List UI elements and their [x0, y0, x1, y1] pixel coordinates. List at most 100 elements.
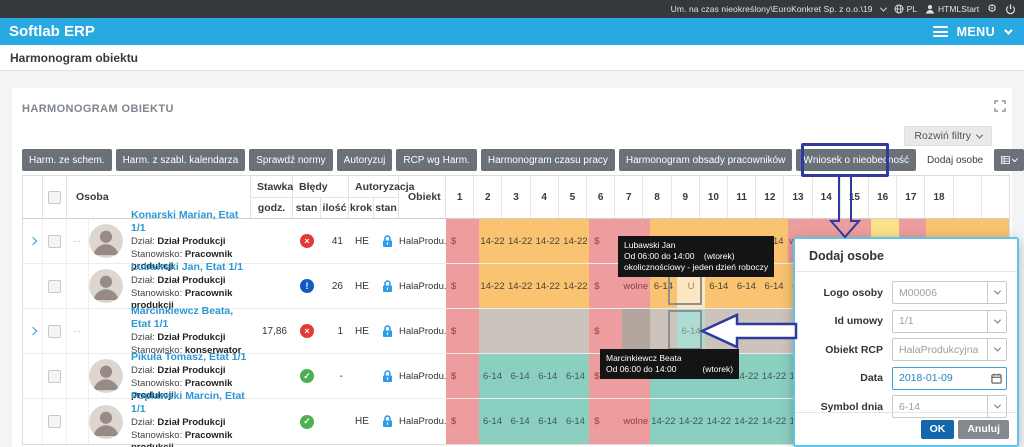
- toolbar-button-harmonogram-czasu-pracy[interactable]: Harmonogram czasu pracy: [480, 149, 615, 171]
- day-cell-6[interactable]: $: [589, 399, 622, 444]
- day-cell-6[interactable]: $: [589, 309, 622, 353]
- day-cell-6[interactable]: $: [589, 219, 622, 263]
- day-header-12: 12: [756, 176, 785, 218]
- dropdown-chevron-icon[interactable]: [987, 339, 1006, 360]
- select-all-checkbox[interactable]: [48, 190, 61, 204]
- day-cell-1[interactable]: $: [446, 309, 479, 353]
- row-checkbox[interactable]: [48, 234, 61, 248]
- day-cell-10[interactable]: 14-22: [704, 399, 733, 444]
- day-cell-8[interactable]: 14-22: [649, 399, 678, 444]
- day-cell-3[interactable]: [506, 309, 534, 353]
- person-name-link[interactable]: Lubawski Jan, Etat 1/1: [131, 260, 244, 273]
- more-indicator[interactable]: ..: [73, 233, 82, 245]
- day-cell-5[interactable]: 14-22: [561, 264, 590, 308]
- day-cell-1[interactable]: $: [446, 399, 479, 444]
- toolbar-button-wniosek-o-nieobecno-[interactable]: Wniosek o nieobecność: [796, 149, 917, 171]
- power-icon[interactable]: [1005, 3, 1016, 15]
- row-checkbox[interactable]: [48, 279, 61, 293]
- calendar-icon-button[interactable]: [986, 373, 1006, 384]
- day-cell-5[interactable]: 6-14: [561, 354, 590, 398]
- toolbar-button-sprawd-normy[interactable]: Sprawdź normy: [249, 149, 333, 171]
- day-cell-1[interactable]: $: [446, 354, 479, 398]
- field-logo-osoby[interactable]: M00006: [892, 281, 1007, 304]
- day-cell-6[interactable]: $: [589, 264, 622, 308]
- person-dept: Dział: Dział Produkcji: [131, 274, 226, 286]
- person-name-link[interactable]: Konarski Marian, Etat 1/1: [131, 209, 239, 235]
- field-id-umowy[interactable]: 1/1: [892, 309, 1007, 333]
- cancel-button[interactable]: Anuluj: [958, 419, 1009, 439]
- day-cell-1[interactable]: $: [446, 219, 479, 263]
- fullscreen-icon[interactable]: [994, 100, 1006, 112]
- person-cell: Konarski Marian, Etat 1/1 Dział: Dział Pr…: [89, 209, 251, 272]
- chevron-down-icon[interactable]: [879, 4, 887, 12]
- toolbar-button-dodaj-osobe[interactable]: Dodaj osobe: [920, 149, 991, 171]
- field-obiekt-rcp[interactable]: HalaProdukcyjna: [892, 338, 1007, 361]
- day-cell-4[interactable]: [533, 309, 562, 353]
- header-autoryzacja: Autoryzacja krok stan: [349, 176, 415, 218]
- bledy-ilosc-cell: [321, 399, 349, 444]
- bledy-ilosc-cell: 1: [337, 325, 343, 337]
- expand-row-icon[interactable]: [28, 326, 37, 336]
- day-cell-2[interactable]: 6-14: [478, 354, 507, 398]
- toolbar-button-harm-ze-schem-[interactable]: Harm. ze schem.: [22, 149, 112, 171]
- tooltip-line: Od 06:00 do 14:00 (wtorek): [624, 251, 735, 262]
- expand-filters-button[interactable]: Rozwiń filtry: [904, 126, 992, 146]
- person-name-link[interactable]: Popławski Marcin, Etat 1/1: [131, 389, 245, 415]
- expand-row-icon[interactable]: [28, 236, 37, 246]
- toolbar-button-harmonogram-obsady-pracownik-w[interactable]: Harmonogram obsady pracowników: [618, 149, 793, 171]
- day-cell-9[interactable]: 14-22: [677, 399, 705, 444]
- person-position: Stanowisko: Pracownik produkcji: [131, 429, 233, 447]
- dialog-footer: OK Anuluj: [795, 412, 1017, 445]
- dropdown-chevron-icon[interactable]: [987, 282, 1006, 303]
- day-cell-4[interactable]: 14-22: [533, 219, 562, 263]
- day-cell-2[interactable]: [478, 309, 507, 353]
- day-cell-12[interactable]: 14-22: [760, 354, 788, 398]
- person-name-link[interactable]: Pikuła Tomasz, Etat 1/1: [131, 350, 247, 363]
- row-checkbox[interactable]: [48, 369, 61, 383]
- day-cell-12[interactable]: 14-22: [760, 399, 788, 444]
- menu-chevron-icon[interactable]: [1004, 25, 1013, 35]
- settings-gear-icon[interactable]: ⚙: [987, 2, 997, 15]
- day-cell-8[interactable]: [649, 309, 678, 353]
- row-checkbox[interactable]: [48, 324, 61, 338]
- day-cell-2[interactable]: 14-22: [478, 219, 507, 263]
- dropdown-chevron-icon[interactable]: [987, 310, 1006, 332]
- day-cell-3[interactable]: 6-14: [506, 354, 534, 398]
- day-cell-2[interactable]: 6-14: [478, 399, 507, 444]
- toolbar-button-autoryzuj[interactable]: Autoryzuj: [336, 149, 393, 171]
- day-cell-7[interactable]: [621, 309, 650, 353]
- field-label-data: Data: [860, 372, 883, 384]
- user-menu[interactable]: HTMLStart: [925, 4, 979, 14]
- day-cell-3[interactable]: 6-14: [506, 399, 534, 444]
- toolbar-button-rcp-wg-harm-[interactable]: RCP wg Harm.: [396, 149, 477, 171]
- day-cell-1[interactable]: $: [446, 264, 479, 308]
- day-cell-12[interactable]: [760, 309, 788, 353]
- day-cell-7[interactable]: wolne: [621, 399, 650, 444]
- day-cell-4[interactable]: 6-14: [533, 354, 562, 398]
- language-switcher[interactable]: PL: [894, 4, 917, 14]
- ok-button[interactable]: OK: [920, 419, 955, 439]
- day-cell-5[interactable]: 14-22: [561, 219, 590, 263]
- day-cell-5[interactable]: 6-14: [561, 399, 590, 444]
- day-cell-4[interactable]: 6-14: [533, 399, 562, 444]
- day-cell-2[interactable]: 14-22: [478, 264, 507, 308]
- day-cell-5[interactable]: [561, 309, 590, 353]
- system-topbar: Um. na czas nieokreślony\EuroKonkret Sp.…: [0, 0, 1024, 18]
- avatar: [89, 404, 123, 439]
- day-cell-3[interactable]: 14-22: [506, 264, 534, 308]
- day-cell-11[interactable]: 14-22: [732, 399, 761, 444]
- dropdown-chevron-icon[interactable]: [987, 396, 1006, 417]
- auth-krok-cell: HE: [355, 235, 369, 247]
- field-data[interactable]: 2018-01-09: [892, 366, 1007, 390]
- hamburger-menu-icon[interactable]: [932, 26, 948, 37]
- day-cell-10[interactable]: [704, 309, 733, 353]
- day-cell-3[interactable]: 14-22: [506, 219, 534, 263]
- row-checkbox[interactable]: [48, 415, 61, 428]
- day-cell-4[interactable]: 14-22: [533, 264, 562, 308]
- toolbar-grid-options-button[interactable]: [994, 149, 1024, 171]
- menu-button[interactable]: MENU: [956, 24, 995, 39]
- more-indicator[interactable]: ..: [73, 323, 82, 335]
- toolbar-button-harm-z-szabl-kalendarza[interactable]: Harm. z szabl. kalendarza: [115, 149, 246, 171]
- person-name-link[interactable]: Marcinkiewcz Beata, Etat 1/1: [131, 305, 234, 331]
- day-cell-11[interactable]: [732, 309, 761, 353]
